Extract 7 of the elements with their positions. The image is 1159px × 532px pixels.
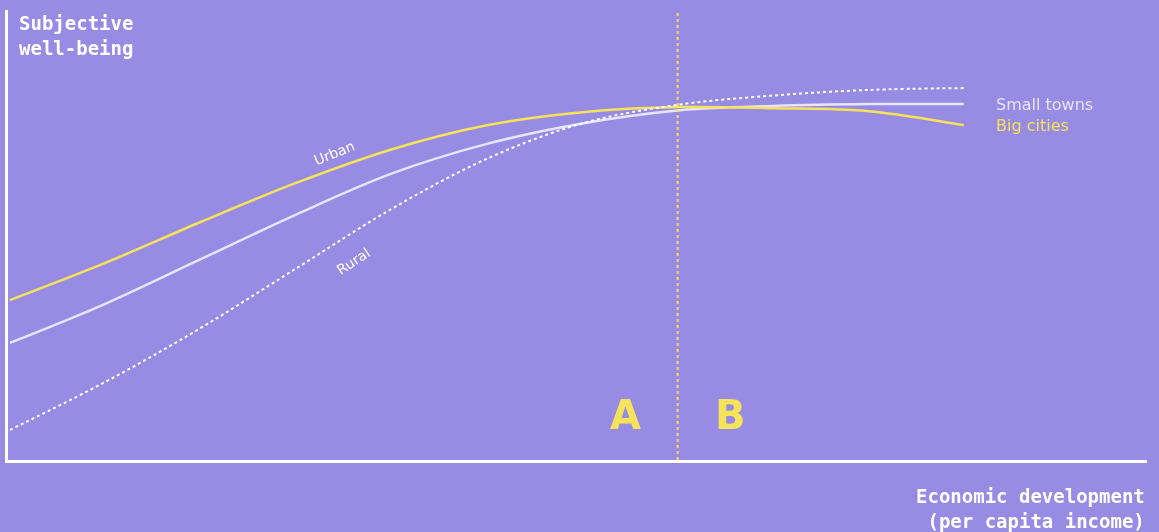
y-axis-title: Subjective well-being [19, 12, 134, 59]
text: Big cities [996, 116, 1069, 135]
x-axis-title: Economic development (per capita income) [916, 485, 1145, 532]
annotation: B [715, 392, 746, 438]
annotation: A [610, 392, 641, 438]
annotation: Urban [311, 137, 357, 169]
text: Small towns [996, 95, 1094, 114]
